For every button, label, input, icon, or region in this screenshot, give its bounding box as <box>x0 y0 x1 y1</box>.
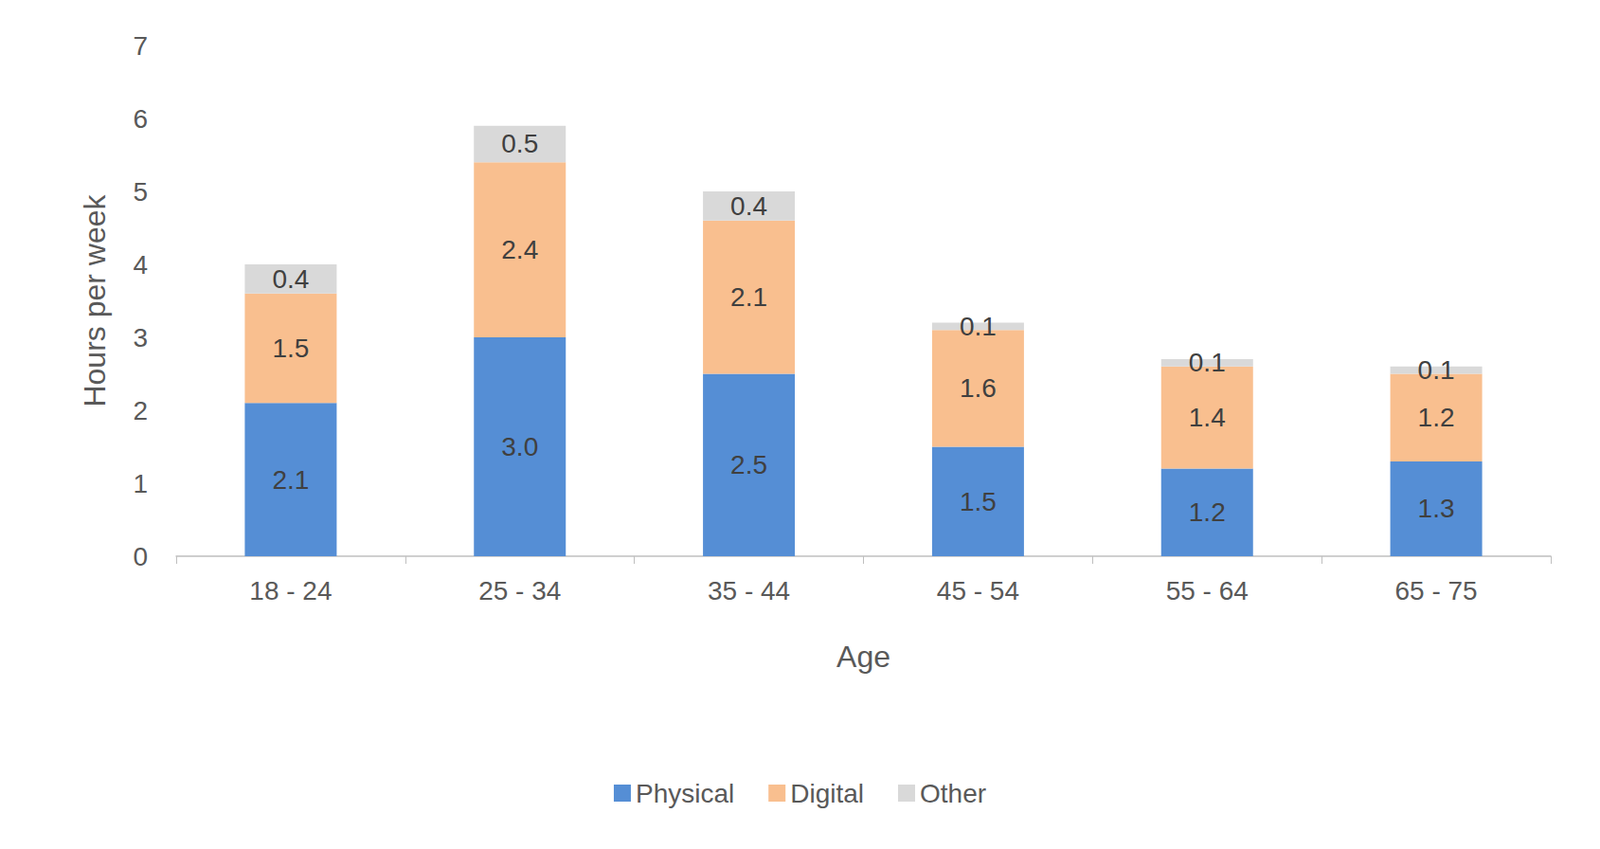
svg-text:1: 1 <box>132 468 148 499</box>
svg-text:0.1: 0.1 <box>1418 355 1456 385</box>
svg-text:0.4: 0.4 <box>730 191 768 221</box>
svg-text:Physical: Physical <box>635 778 735 809</box>
svg-text:5: 5 <box>132 177 148 207</box>
svg-text:0: 0 <box>132 541 148 572</box>
svg-text:25 - 34: 25 - 34 <box>478 575 561 606</box>
svg-text:1.6: 1.6 <box>959 373 997 403</box>
svg-text:Age: Age <box>836 639 891 674</box>
svg-text:1.4: 1.4 <box>1188 402 1226 432</box>
svg-text:65 - 75: 65 - 75 <box>1394 575 1477 606</box>
svg-text:45 - 54: 45 - 54 <box>936 575 1020 606</box>
svg-text:2.5: 2.5 <box>730 449 768 480</box>
svg-text:18 - 24: 18 - 24 <box>249 575 332 606</box>
svg-text:1.5: 1.5 <box>271 333 309 363</box>
svg-text:1.2: 1.2 <box>1418 402 1456 432</box>
svg-text:3: 3 <box>132 323 148 353</box>
svg-text:0.1: 0.1 <box>959 311 997 342</box>
svg-text:Digital: Digital <box>790 778 864 809</box>
svg-text:6: 6 <box>132 104 148 134</box>
svg-text:0.4: 0.4 <box>271 264 309 294</box>
svg-text:3.0: 3.0 <box>501 431 539 462</box>
svg-text:Other: Other <box>919 778 987 809</box>
svg-text:1.3: 1.3 <box>1418 493 1456 523</box>
svg-text:0.5: 0.5 <box>501 128 539 159</box>
svg-text:2.4: 2.4 <box>501 234 539 265</box>
svg-text:7: 7 <box>132 31 148 61</box>
svg-text:Hours per week: Hours per week <box>77 193 112 407</box>
svg-text:1.2: 1.2 <box>1188 497 1226 527</box>
svg-text:55 - 64: 55 - 64 <box>1166 575 1249 606</box>
svg-text:35 - 44: 35 - 44 <box>707 575 791 606</box>
svg-text:1.5: 1.5 <box>959 486 997 517</box>
svg-text:2.1: 2.1 <box>730 282 768 312</box>
svg-text:2: 2 <box>132 395 148 426</box>
svg-text:0.1: 0.1 <box>1188 347 1226 378</box>
svg-text:4: 4 <box>132 250 148 280</box>
svg-text:2.1: 2.1 <box>271 465 309 495</box>
